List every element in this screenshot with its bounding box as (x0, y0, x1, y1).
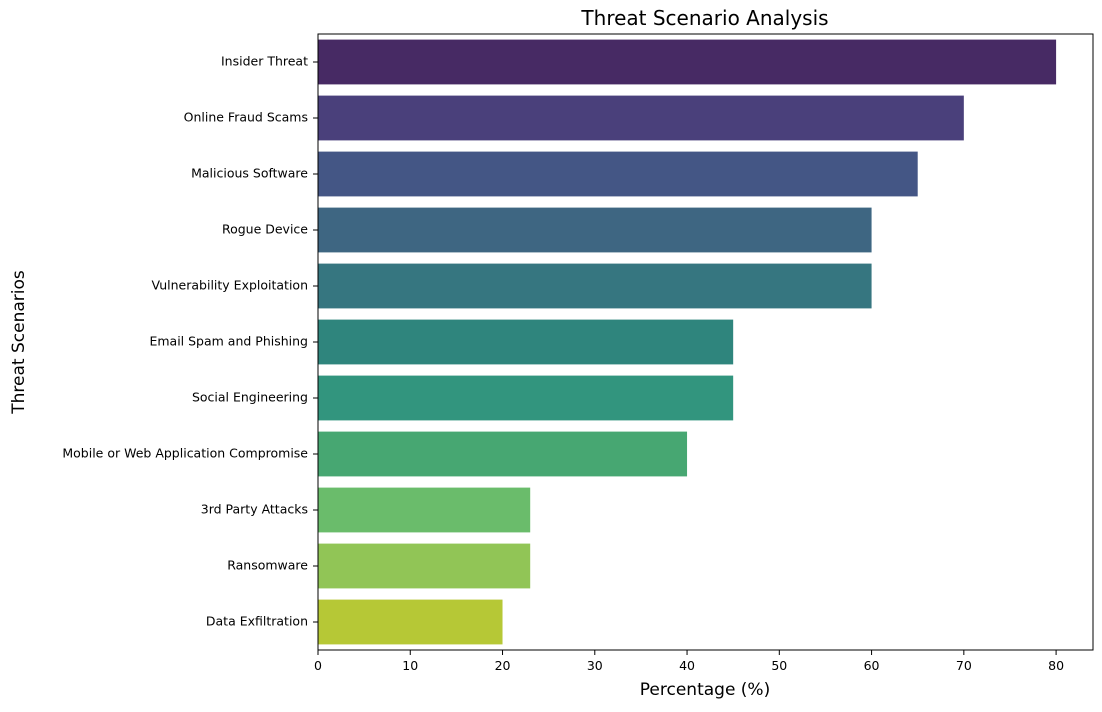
x-tick-label-40: 40 (679, 658, 695, 673)
y-tick-label-ransomware: Ransomware (227, 558, 308, 573)
y-tick-label-insider-threat: Insider Threat (221, 54, 308, 69)
bar-malicious-software (318, 151, 918, 197)
x-tick-label-10: 10 (402, 658, 418, 673)
y-axis-title: Threat Scenarios (9, 270, 29, 415)
x-tick-label-50: 50 (771, 658, 787, 673)
y-tick-label-data-exfiltration: Data Exfiltration (206, 614, 308, 629)
x-tick-label-60: 60 (864, 658, 880, 673)
bar-3rd-party-attacks (318, 487, 531, 533)
bar-social-engineering (318, 375, 734, 421)
y-tick-label-3rd-party-attacks: 3rd Party Attacks (201, 502, 308, 517)
bar-data-exfiltration (318, 599, 503, 645)
y-tick-label-mobile-or-web-application-compromise: Mobile or Web Application Compromise (62, 446, 308, 461)
bars-layer (318, 39, 1057, 645)
bar-rogue-device (318, 207, 872, 253)
bar-email-spam-and-phishing (318, 319, 734, 365)
bar-vulnerability-exploitation (318, 263, 872, 309)
x-axis-title: Percentage (%) (640, 680, 770, 700)
y-tick-label-rogue-device: Rogue Device (222, 222, 308, 237)
x-tick-label-70: 70 (956, 658, 972, 673)
bar-mobile-or-web-application-compromise (318, 431, 688, 477)
x-tick-label-20: 20 (495, 658, 511, 673)
bar-ransomware (318, 543, 531, 589)
bar-insider-threat (318, 39, 1057, 85)
x-tick-label-0: 0 (314, 658, 322, 673)
y-tick-label-malicious-software: Malicious Software (191, 166, 308, 181)
plot-frame (317, 33, 1094, 651)
y-tick-label-email-spam-and-phishing: Email Spam and Phishing (149, 334, 308, 349)
bar-online-fraud-scams (318, 95, 964, 141)
y-tick-label-vulnerability-exploitation: Vulnerability Exploitation (152, 278, 308, 293)
x-tick-label-30: 30 (587, 658, 603, 673)
y-tick-labels: Insider Threat Online Fraud Scams Maliciou… (62, 54, 318, 629)
y-tick-label-online-fraud-scams: Online Fraud Scams (184, 110, 308, 125)
chart-title: Threat Scenario Analysis (580, 6, 828, 30)
x-tick-label-80: 80 (1048, 658, 1064, 673)
x-tick-labels: 0 10 20 30 40 50 60 70 80 (314, 650, 1064, 673)
y-tick-label-social-engineering: Social Engineering (192, 390, 308, 405)
